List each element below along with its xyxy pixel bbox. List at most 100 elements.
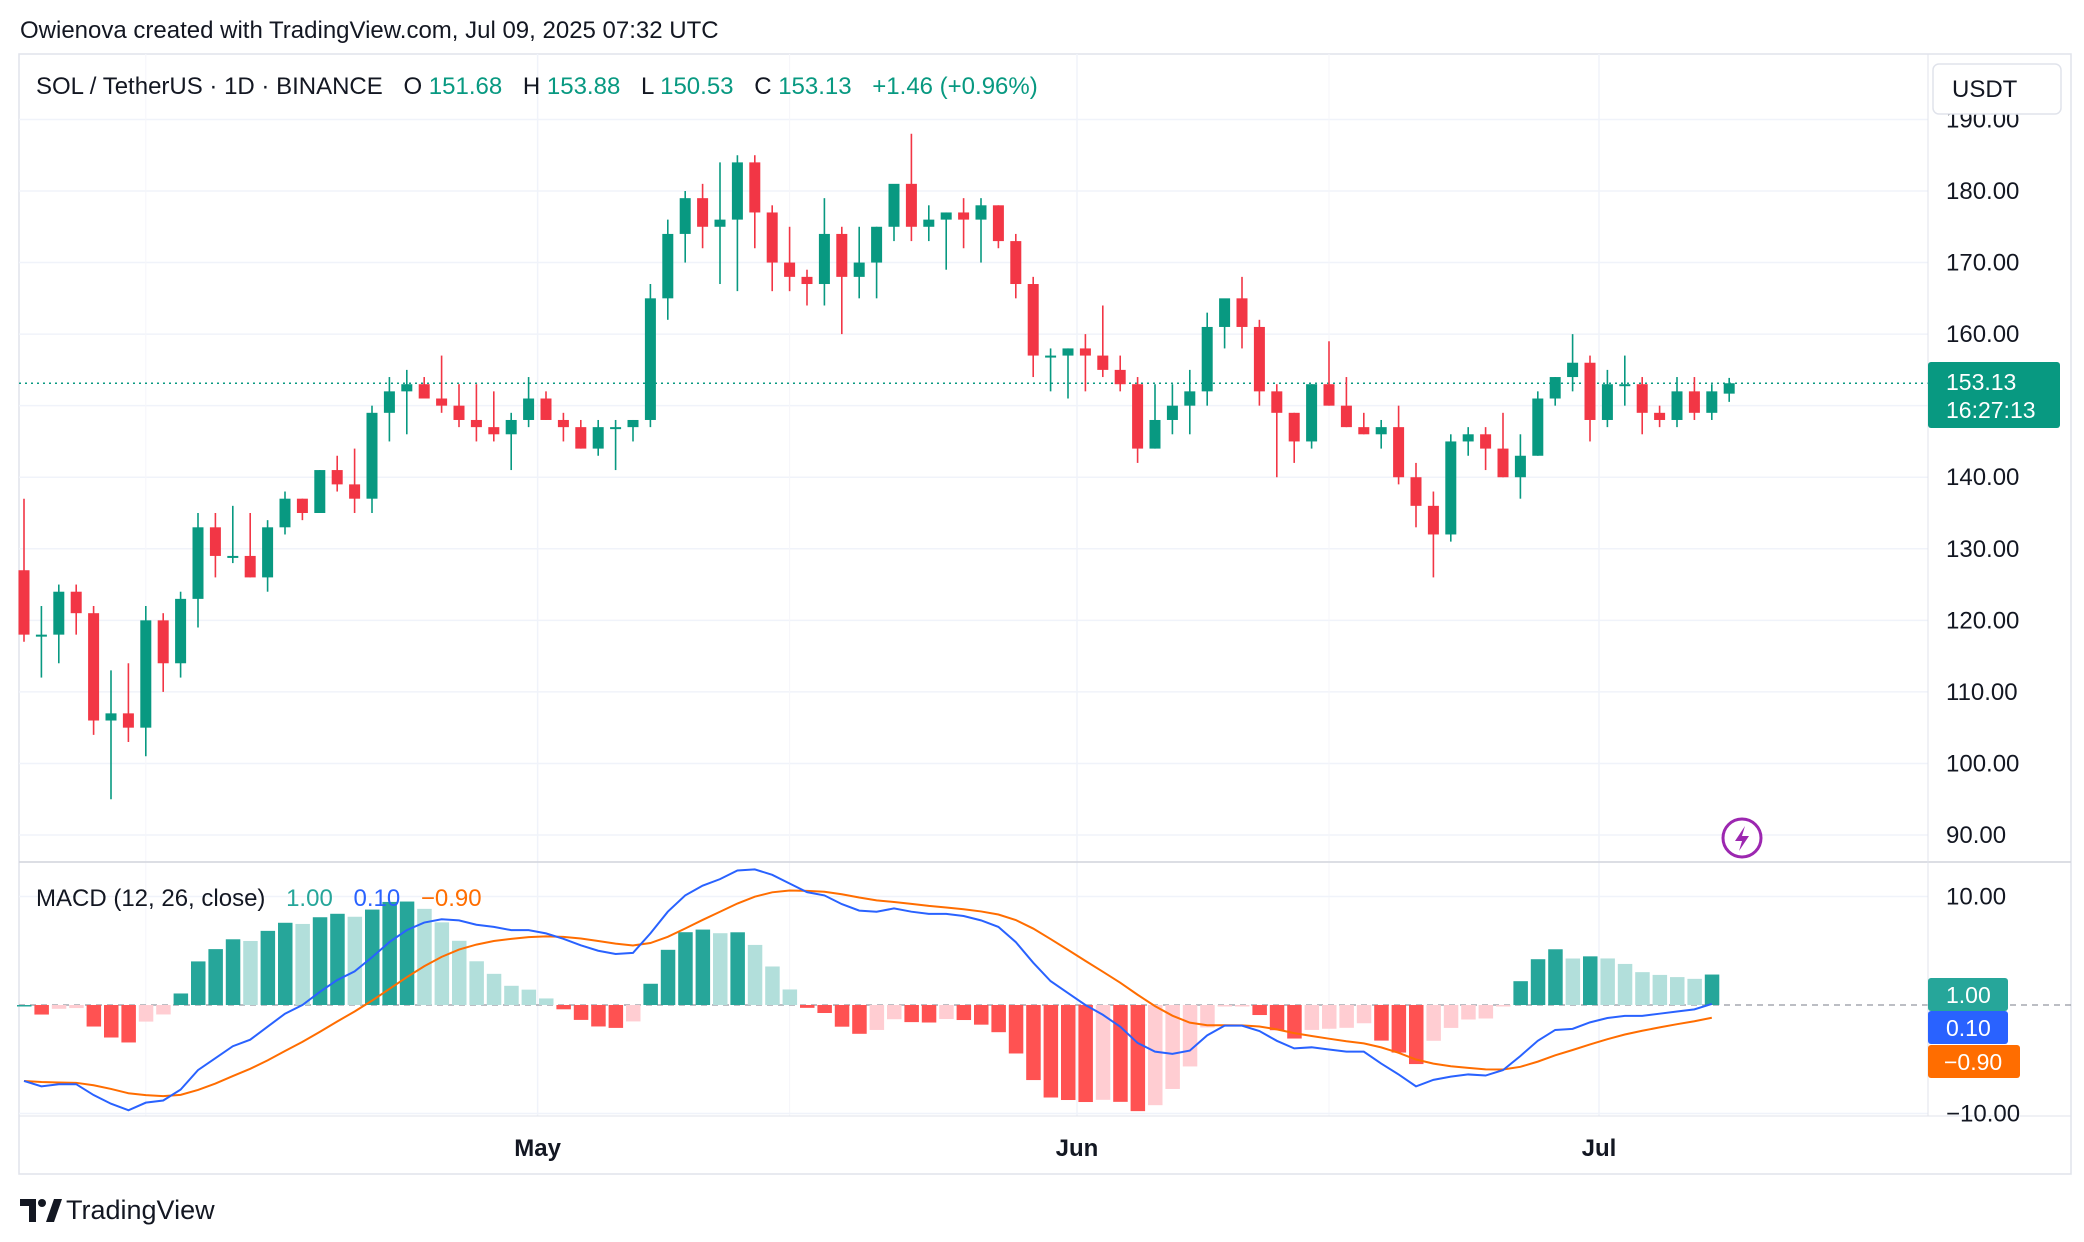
candle-body bbox=[540, 398, 552, 420]
macd-hist-bar bbox=[1148, 1005, 1163, 1106]
candle-body bbox=[35, 634, 47, 637]
candle-body bbox=[175, 598, 187, 664]
low-label: L bbox=[641, 73, 654, 100]
macd-tick-label: 10.00 bbox=[1946, 884, 2006, 911]
close-value: 153.13 bbox=[778, 73, 851, 100]
macd-signal-badge: −0.90 bbox=[1928, 1045, 2020, 1078]
price-tick-label: 120.00 bbox=[1946, 607, 2019, 634]
candle-body bbox=[331, 470, 343, 485]
currency-button[interactable]: USDT bbox=[1932, 63, 2062, 115]
candle-body bbox=[1480, 434, 1492, 449]
macd-hist-bar bbox=[834, 1005, 850, 1027]
candle-body bbox=[697, 198, 709, 227]
candle bbox=[1549, 377, 1561, 406]
candle bbox=[505, 412, 517, 471]
macd-hist-bar bbox=[243, 940, 258, 1005]
time-tick-label: Jul bbox=[1582, 1135, 1617, 1162]
macd-hist-bar bbox=[1200, 1005, 1215, 1028]
candle bbox=[975, 198, 987, 263]
candle-body bbox=[227, 555, 239, 558]
candle bbox=[1427, 491, 1439, 578]
candle-body bbox=[349, 484, 361, 499]
macd-hist-bar bbox=[1043, 1005, 1059, 1098]
price-tick-label: 180.00 bbox=[1946, 178, 2019, 205]
candle bbox=[1201, 312, 1213, 406]
candle bbox=[1671, 377, 1683, 428]
macd-hist-bar bbox=[486, 973, 502, 1005]
macd-hist-bar bbox=[1356, 1005, 1372, 1024]
macd-hist-bar bbox=[1496, 1005, 1511, 1007]
candle-body bbox=[853, 262, 865, 277]
candle-body bbox=[314, 470, 326, 513]
high-label: H bbox=[523, 73, 540, 100]
candle bbox=[1636, 377, 1648, 435]
candle-body bbox=[1706, 391, 1718, 413]
svg-text:0.10: 0.10 bbox=[1946, 1015, 1991, 1041]
macd-hist-bar bbox=[1687, 978, 1702, 1005]
candle-body bbox=[140, 620, 152, 728]
candle bbox=[1079, 334, 1091, 392]
candle-body bbox=[766, 212, 778, 263]
macd-hist-bar bbox=[295, 923, 310, 1005]
candle-body bbox=[575, 427, 587, 449]
candle-body bbox=[1253, 326, 1265, 392]
high-value: 153.88 bbox=[547, 73, 620, 100]
candle bbox=[1358, 412, 1370, 435]
lightning-icon[interactable] bbox=[1721, 817, 1763, 859]
candle bbox=[1253, 319, 1265, 406]
candle-body bbox=[453, 405, 465, 420]
candle-body bbox=[401, 384, 413, 392]
candle bbox=[940, 212, 952, 270]
price-tick-label: 90.00 bbox=[1946, 822, 2006, 849]
candle-body bbox=[1549, 377, 1561, 399]
candle bbox=[523, 377, 535, 428]
candle-body bbox=[192, 527, 204, 599]
macd-hist-bar bbox=[1095, 1005, 1111, 1100]
candle bbox=[296, 498, 308, 521]
candle bbox=[1706, 384, 1718, 420]
macd-hist-bar bbox=[1287, 1005, 1302, 1039]
candle-body bbox=[1027, 284, 1039, 356]
candle-body bbox=[1340, 405, 1352, 428]
macd-hist-bar bbox=[1548, 949, 1563, 1005]
candle bbox=[1097, 305, 1109, 378]
candle bbox=[1184, 369, 1196, 435]
candle bbox=[871, 226, 883, 299]
macd-hist-bar bbox=[173, 993, 189, 1005]
macd-hist-bar bbox=[312, 917, 328, 1005]
candle bbox=[418, 377, 430, 399]
candle-body bbox=[523, 398, 535, 420]
price-tick-label: 100.00 bbox=[1946, 750, 2019, 777]
macd-hist-bar bbox=[191, 961, 206, 1005]
macd-hist-bar bbox=[1513, 981, 1528, 1005]
macd-hist-bar bbox=[51, 1005, 67, 1009]
macd-hist-bar bbox=[1182, 1005, 1198, 1067]
candle-body bbox=[1584, 362, 1596, 420]
candle bbox=[1166, 384, 1178, 435]
candle bbox=[1236, 276, 1248, 349]
macd-hist-bar bbox=[1061, 1005, 1076, 1101]
macd-hist-bar bbox=[1443, 1005, 1459, 1028]
candle-body bbox=[818, 233, 830, 285]
open-label: O bbox=[403, 73, 422, 100]
candle bbox=[1062, 348, 1074, 399]
last-price-badge: 153.13 16:27:13 bbox=[1928, 362, 2060, 428]
macd-hist-bar bbox=[608, 1005, 624, 1028]
candle bbox=[1723, 377, 1735, 402]
candle bbox=[923, 205, 935, 242]
candle bbox=[905, 133, 917, 242]
open-value: 151.68 bbox=[429, 73, 502, 100]
candle bbox=[1045, 348, 1057, 392]
macd-hist-bar bbox=[556, 1005, 571, 1010]
macd-hist-bar bbox=[1478, 1005, 1494, 1019]
low-value: 150.53 bbox=[660, 73, 733, 100]
candle-body bbox=[1201, 326, 1213, 392]
candle-body bbox=[105, 713, 117, 721]
macd-hist-bar bbox=[17, 1005, 32, 1007]
macd-hist-bar bbox=[921, 1005, 937, 1023]
macd-hist-bar bbox=[434, 922, 450, 1005]
candle bbox=[1688, 377, 1700, 420]
candle-body bbox=[88, 613, 100, 721]
candle bbox=[1619, 355, 1631, 406]
